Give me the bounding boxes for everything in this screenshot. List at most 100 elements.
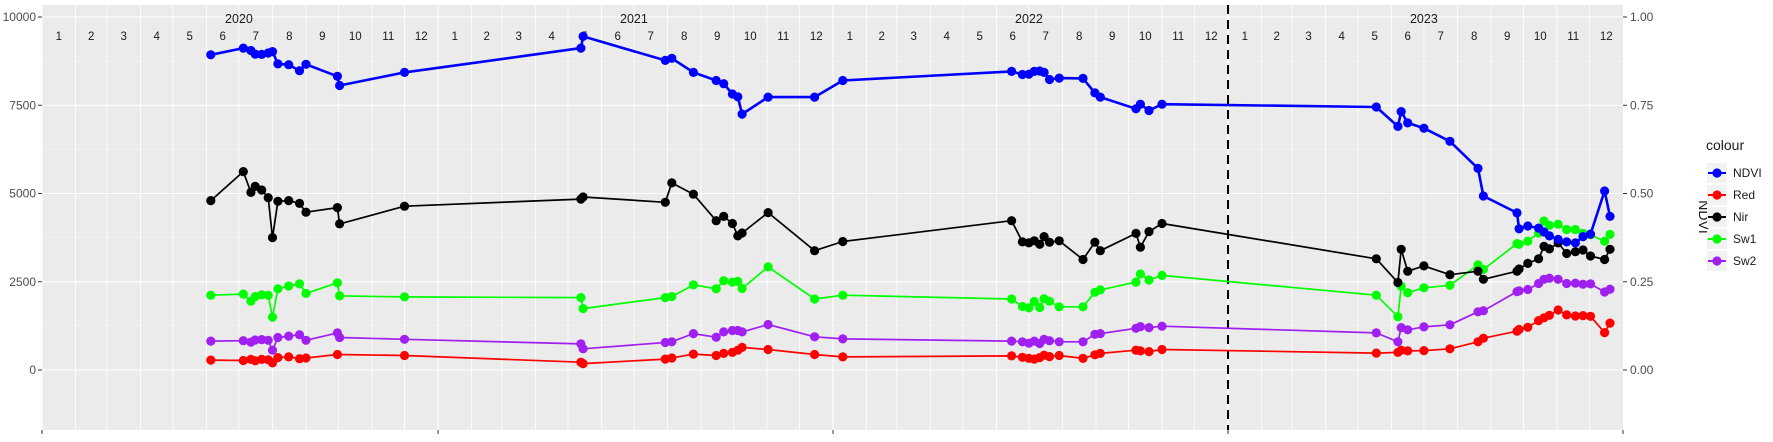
month-label: 11	[1172, 31, 1184, 43]
data-point-sw1	[578, 304, 588, 314]
data-point-nir	[1478, 274, 1488, 284]
data-point-ndvi	[1017, 69, 1027, 80]
data-point-red	[1600, 328, 1610, 338]
data-point-ndvi	[1478, 191, 1488, 201]
data-point-red	[1578, 311, 1588, 321]
month-label: 10	[1139, 31, 1152, 43]
data-point-nir	[238, 167, 248, 177]
data-point-red	[1562, 310, 1572, 320]
data-point-sw1	[273, 284, 283, 294]
data-point-nir	[1605, 244, 1615, 254]
data-point-ndvi	[688, 67, 699, 77]
month-label: 5	[187, 31, 193, 43]
data-point-nir	[1562, 248, 1572, 259]
data-point-nir	[1578, 245, 1588, 255]
month-label: 8	[1471, 31, 1477, 43]
series-layer	[206, 31, 1615, 369]
data-point-sw2	[1371, 328, 1381, 338]
data-point-nir	[1144, 227, 1154, 237]
data-point-sw1	[1044, 296, 1055, 306]
data-point-ndvi	[301, 59, 311, 69]
data-point-sw1	[294, 279, 305, 289]
data-point-red	[1044, 352, 1055, 362]
month-label: 1	[847, 31, 853, 43]
legend-key-point	[1712, 168, 1722, 178]
data-point-red	[301, 353, 311, 363]
data-point-ndvi	[1039, 67, 1049, 77]
data-point-sw1	[1131, 277, 1141, 287]
y-axis-left: 0 2500 5000 7500 10000	[3, 10, 42, 377]
month-label: 9	[319, 31, 325, 43]
data-point-sw1	[1393, 312, 1403, 322]
data-point-nir	[263, 193, 273, 203]
data-point-nir	[838, 236, 848, 247]
data-point-sw2	[284, 331, 294, 341]
data-point-red	[1553, 305, 1563, 315]
data-point-sw1	[1371, 290, 1381, 300]
data-point-ndvi	[719, 79, 729, 89]
data-point-sw2	[263, 335, 273, 345]
month-label: 7	[253, 31, 259, 43]
data-point-red	[838, 352, 848, 362]
data-point-nir	[267, 233, 278, 243]
data-point-ndvi	[1512, 208, 1522, 218]
data-point-ndvi	[667, 53, 677, 63]
month-label: 11	[382, 31, 394, 43]
data-point-red	[1403, 346, 1413, 356]
data-point-sw1	[1078, 302, 1088, 312]
month-label: 5	[1371, 31, 1377, 43]
legend-key-point	[1712, 234, 1722, 244]
data-point-nir	[257, 185, 267, 195]
data-point-red	[273, 353, 283, 363]
data-point-nir	[1514, 264, 1524, 274]
data-point-ndvi	[332, 71, 342, 81]
month-label: 6	[614, 31, 620, 43]
data-point-sw1	[763, 262, 773, 272]
data-point-ndvi	[1600, 186, 1610, 196]
data-point-ndvi	[711, 75, 721, 86]
data-point-ndvi	[1095, 92, 1105, 102]
month-label: 3	[910, 31, 916, 43]
data-point-nir	[578, 192, 588, 202]
data-point-sw1	[1403, 288, 1413, 298]
data-point-ndvi	[1473, 163, 1483, 173]
data-point-sw2	[737, 327, 747, 337]
legend-key-point	[1712, 190, 1722, 200]
data-point-sw1	[1562, 224, 1572, 235]
data-point-sw2	[206, 336, 216, 346]
data-point-sw1	[1135, 269, 1145, 279]
data-point-sw2	[1570, 278, 1580, 288]
data-point-sw2	[763, 319, 773, 330]
data-point-red	[1135, 346, 1145, 356]
data-point-sw2	[1585, 279, 1596, 289]
month-label: 8	[1076, 31, 1082, 43]
data-point-red	[1095, 348, 1105, 358]
data-point-ndvi	[838, 75, 848, 86]
data-point-sw2	[578, 344, 588, 354]
data-point-ndvi	[1419, 123, 1429, 133]
data-point-nir	[1054, 236, 1064, 246]
data-point-red	[1570, 311, 1580, 321]
month-label: 10	[744, 31, 757, 43]
year-labels: 2020 2021 2022 2023	[225, 12, 1438, 26]
data-point-ndvi	[1044, 74, 1055, 85]
data-point-sw1	[1024, 303, 1034, 313]
month-label: 11	[1567, 31, 1579, 43]
y-left-tick-label: 5000	[9, 187, 36, 201]
data-point-nir	[1570, 247, 1580, 257]
x-axis	[41, 430, 1624, 434]
month-label: 4	[154, 31, 161, 43]
data-point-ndvi	[238, 43, 248, 53]
data-point-red	[1478, 333, 1488, 343]
series-sw2	[206, 273, 1615, 355]
data-point-sw2	[335, 332, 345, 343]
data-point-nir	[1157, 218, 1167, 229]
data-point-red	[1007, 351, 1017, 361]
y-right-tick-label: 0.50	[1630, 187, 1654, 201]
data-point-ndvi	[1523, 221, 1533, 231]
month-label: 10	[1534, 31, 1547, 43]
data-point-red	[711, 350, 721, 361]
series-ndvi	[206, 31, 1615, 248]
data-point-nir	[1544, 244, 1554, 254]
data-point-ndvi	[273, 59, 283, 69]
